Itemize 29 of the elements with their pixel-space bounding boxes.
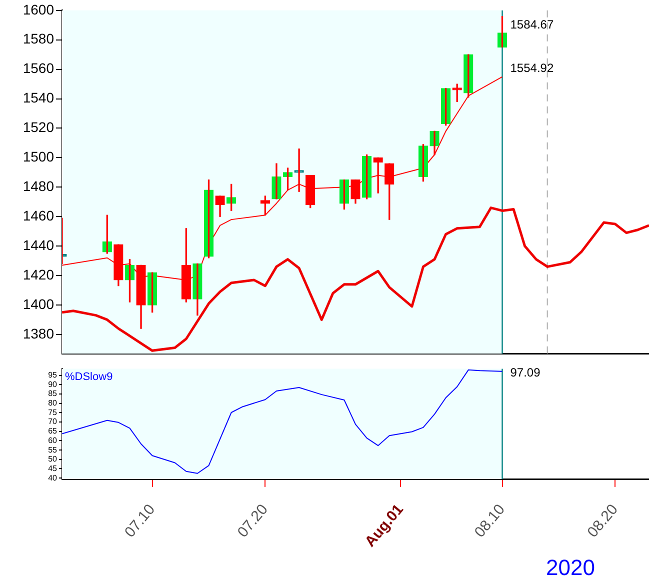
y-tick-label: 95 xyxy=(48,370,58,380)
y-tick-label: 1600 xyxy=(22,1,54,18)
y-tick-label: 80 xyxy=(48,398,58,408)
y-tick-label: 1440 xyxy=(22,236,54,253)
y-tick-label: 90 xyxy=(48,380,58,389)
y-tick-label: 1500 xyxy=(22,148,54,165)
annotation: 97.09 xyxy=(510,366,541,380)
y-tick-label: 40 xyxy=(48,473,58,482)
text: %DSlow9 xyxy=(65,370,113,383)
y-tick-label: 1460 xyxy=(22,207,54,224)
text: 2020 xyxy=(546,555,595,580)
y-tick-label: 70 xyxy=(48,417,58,426)
y-tick-label: 65 xyxy=(48,426,58,436)
y-tick-label: 1480 xyxy=(22,178,54,194)
annotation: 1584.67 xyxy=(510,17,554,32)
y-tick-label: 1580 xyxy=(22,30,54,47)
y-tick-label: 60 xyxy=(48,436,58,445)
y-tick-label: 75 xyxy=(48,408,58,417)
y-tick-label: 1540 xyxy=(22,90,54,106)
y-tick-label: 1560 xyxy=(22,60,54,76)
y-tick-label: 50 xyxy=(48,454,58,464)
y-tick-label: 45 xyxy=(48,464,58,473)
y-tick-label: 1420 xyxy=(22,266,54,282)
y-tick-label: 1400 xyxy=(22,296,54,312)
y-tick-label: 1520 xyxy=(22,119,54,136)
annotation: 1554.92 xyxy=(510,61,554,76)
y-tick-label: 55 xyxy=(48,445,58,454)
y-tick-label: 85 xyxy=(48,389,58,398)
y-tick-label: 1380 xyxy=(22,325,54,342)
